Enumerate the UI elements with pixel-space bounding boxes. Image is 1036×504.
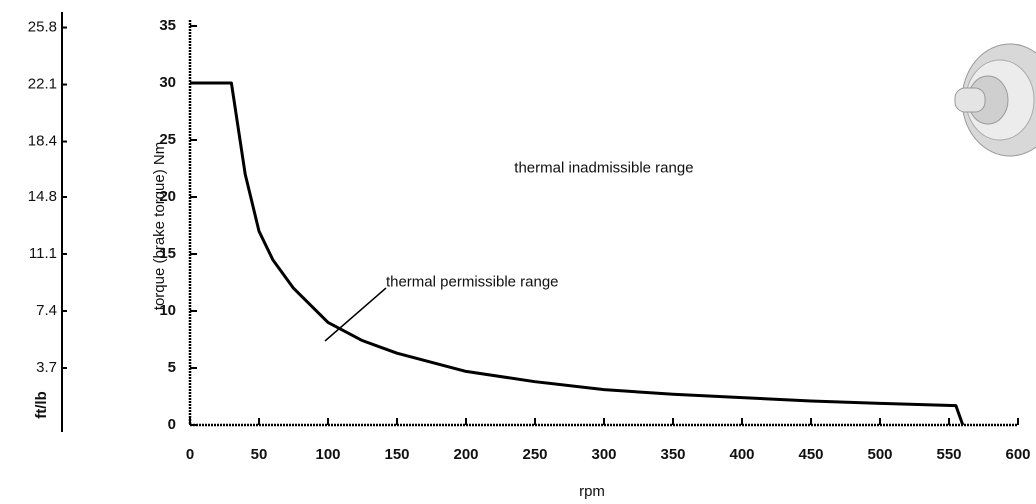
x-tick-label: 450 <box>798 446 823 463</box>
x-tick-label: 50 <box>251 446 268 463</box>
annotation-leader <box>324 287 387 342</box>
y-tick-label: 15 <box>159 245 176 262</box>
x-tick-label: 300 <box>591 446 616 463</box>
x-tick-label: 400 <box>729 446 754 463</box>
x-tick-label: 600 <box>1005 446 1030 463</box>
x-axis-label: rpm <box>579 483 605 500</box>
y-tick-label: 20 <box>159 188 176 205</box>
y2-tick-label: 18.4 <box>28 133 57 150</box>
y-tick-label: 35 <box>159 17 176 34</box>
x-tick-label: 100 <box>315 446 340 463</box>
y2-axis-label: ft/lb <box>33 391 50 419</box>
annotation: thermal inadmissible range <box>514 159 693 176</box>
x-tick-label: 250 <box>522 446 547 463</box>
y-tick-label: 30 <box>159 74 176 91</box>
y2-tick-label: 14.8 <box>28 188 57 205</box>
y-tick-label: 5 <box>168 359 176 376</box>
x-tick-label: 500 <box>867 446 892 463</box>
y2-tick-label: 3.7 <box>36 359 57 376</box>
y2-tick-label: 22.1 <box>28 76 57 93</box>
x-tick-label: 0 <box>186 446 194 463</box>
annotation: thermal permissible range <box>386 273 559 290</box>
x-tick-label: 200 <box>453 446 478 463</box>
y-tick-label: 0 <box>168 416 176 433</box>
part-illustration <box>954 43 1036 157</box>
x-tick-label: 350 <box>660 446 685 463</box>
y2-tick-label: 11.1 <box>29 245 57 262</box>
x-tick-label: 150 <box>384 446 409 463</box>
y-tick-label: 25 <box>159 131 176 148</box>
y-axis-label: torque (brake torque) Nm <box>151 142 168 310</box>
y2-tick-label: 7.4 <box>36 302 57 319</box>
x-tick-label: 550 <box>936 446 961 463</box>
y2-tick-label: 25.8 <box>28 19 57 36</box>
y-tick-label: 10 <box>159 302 176 319</box>
data-line <box>190 81 965 426</box>
